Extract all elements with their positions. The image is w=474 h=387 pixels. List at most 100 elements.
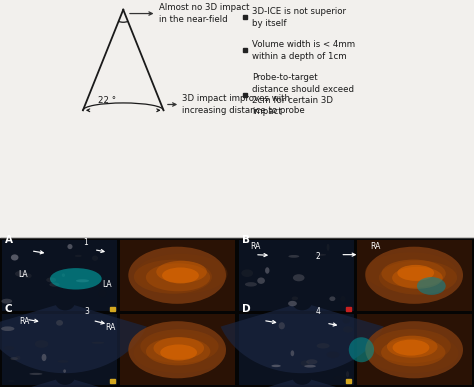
Wedge shape (0, 305, 146, 373)
Ellipse shape (57, 360, 69, 363)
Ellipse shape (62, 274, 65, 277)
Ellipse shape (366, 333, 458, 373)
Ellipse shape (365, 321, 463, 378)
Ellipse shape (288, 301, 297, 306)
Wedge shape (0, 380, 146, 387)
Text: B: B (242, 235, 250, 245)
Ellipse shape (49, 283, 59, 287)
Bar (239, 314, 354, 385)
Bar (346, 379, 351, 383)
Ellipse shape (365, 252, 457, 292)
Ellipse shape (136, 254, 228, 294)
Ellipse shape (134, 333, 226, 373)
Ellipse shape (291, 350, 294, 356)
Ellipse shape (46, 277, 56, 283)
Text: 3D-ICE is not superior
by itself: 3D-ICE is not superior by itself (252, 7, 346, 27)
Ellipse shape (162, 267, 199, 283)
Text: 2: 2 (315, 252, 320, 261)
Ellipse shape (75, 255, 82, 257)
Ellipse shape (10, 357, 18, 360)
Ellipse shape (379, 260, 457, 295)
Text: Probe-to-target
distance should exceed
2cm for certain 3D
impact: Probe-to-target distance should exceed 2… (252, 73, 354, 116)
Ellipse shape (334, 376, 343, 380)
Ellipse shape (56, 320, 63, 326)
Ellipse shape (373, 329, 451, 363)
Ellipse shape (329, 296, 336, 301)
Text: Volume width is < 4mm
within a depth of 1cm: Volume width is < 4mm within a depth of … (252, 40, 356, 60)
Ellipse shape (265, 267, 269, 274)
Ellipse shape (343, 326, 353, 333)
Text: LA: LA (102, 280, 111, 289)
Bar (243, 93, 247, 97)
Text: 4: 4 (315, 307, 320, 317)
Ellipse shape (257, 277, 265, 284)
Ellipse shape (128, 321, 226, 378)
Bar (243, 48, 247, 52)
Text: C: C (5, 304, 12, 314)
Text: LA: LA (18, 270, 27, 279)
Ellipse shape (63, 369, 66, 373)
Ellipse shape (293, 274, 304, 281)
Bar (2, 240, 117, 311)
Ellipse shape (392, 340, 429, 356)
Ellipse shape (67, 244, 73, 249)
Bar (119, 314, 235, 385)
Ellipse shape (387, 336, 438, 358)
Ellipse shape (315, 254, 326, 256)
Ellipse shape (15, 356, 20, 360)
Ellipse shape (241, 269, 253, 277)
Ellipse shape (327, 244, 329, 251)
Text: RA: RA (371, 242, 381, 252)
Ellipse shape (304, 365, 316, 368)
Ellipse shape (42, 354, 46, 361)
Text: 3: 3 (84, 307, 89, 317)
Text: 22 °: 22 ° (98, 96, 116, 105)
Ellipse shape (92, 255, 98, 261)
Ellipse shape (154, 337, 204, 359)
Ellipse shape (346, 371, 349, 377)
Ellipse shape (91, 342, 104, 344)
Ellipse shape (11, 254, 18, 260)
Ellipse shape (306, 359, 318, 364)
Ellipse shape (392, 267, 443, 289)
Ellipse shape (397, 265, 434, 281)
Ellipse shape (25, 274, 32, 278)
Bar (110, 379, 115, 383)
Ellipse shape (99, 290, 107, 297)
Ellipse shape (301, 360, 309, 366)
Text: RA: RA (19, 317, 29, 326)
Ellipse shape (146, 337, 210, 365)
Ellipse shape (8, 380, 15, 382)
Bar (110, 307, 115, 311)
Bar (243, 15, 247, 19)
Ellipse shape (146, 263, 210, 291)
Text: Almost no 3D impact
in the near-field: Almost no 3D impact in the near-field (159, 3, 249, 24)
Bar (346, 307, 351, 311)
Ellipse shape (292, 296, 298, 300)
Ellipse shape (35, 340, 48, 348)
Ellipse shape (340, 296, 346, 302)
Bar (239, 240, 354, 311)
Ellipse shape (1, 299, 12, 304)
Text: A: A (5, 235, 13, 245)
Ellipse shape (245, 282, 257, 286)
Ellipse shape (382, 260, 446, 288)
Text: RA: RA (105, 322, 116, 332)
Ellipse shape (381, 338, 446, 366)
Ellipse shape (134, 260, 212, 294)
Ellipse shape (272, 365, 281, 367)
Bar (0, 0, 474, 238)
Ellipse shape (317, 343, 329, 349)
Bar (0, 238, 474, 387)
Bar (119, 240, 235, 311)
Ellipse shape (156, 261, 207, 283)
Bar (356, 240, 472, 311)
Ellipse shape (365, 247, 463, 304)
Ellipse shape (343, 318, 350, 324)
Ellipse shape (128, 247, 226, 304)
Ellipse shape (76, 279, 89, 282)
Ellipse shape (15, 271, 27, 277)
Text: D: D (242, 304, 250, 314)
Text: 3D impact improves with
increasing distance to probe: 3D impact improves with increasing dista… (182, 94, 305, 115)
Ellipse shape (349, 337, 374, 362)
